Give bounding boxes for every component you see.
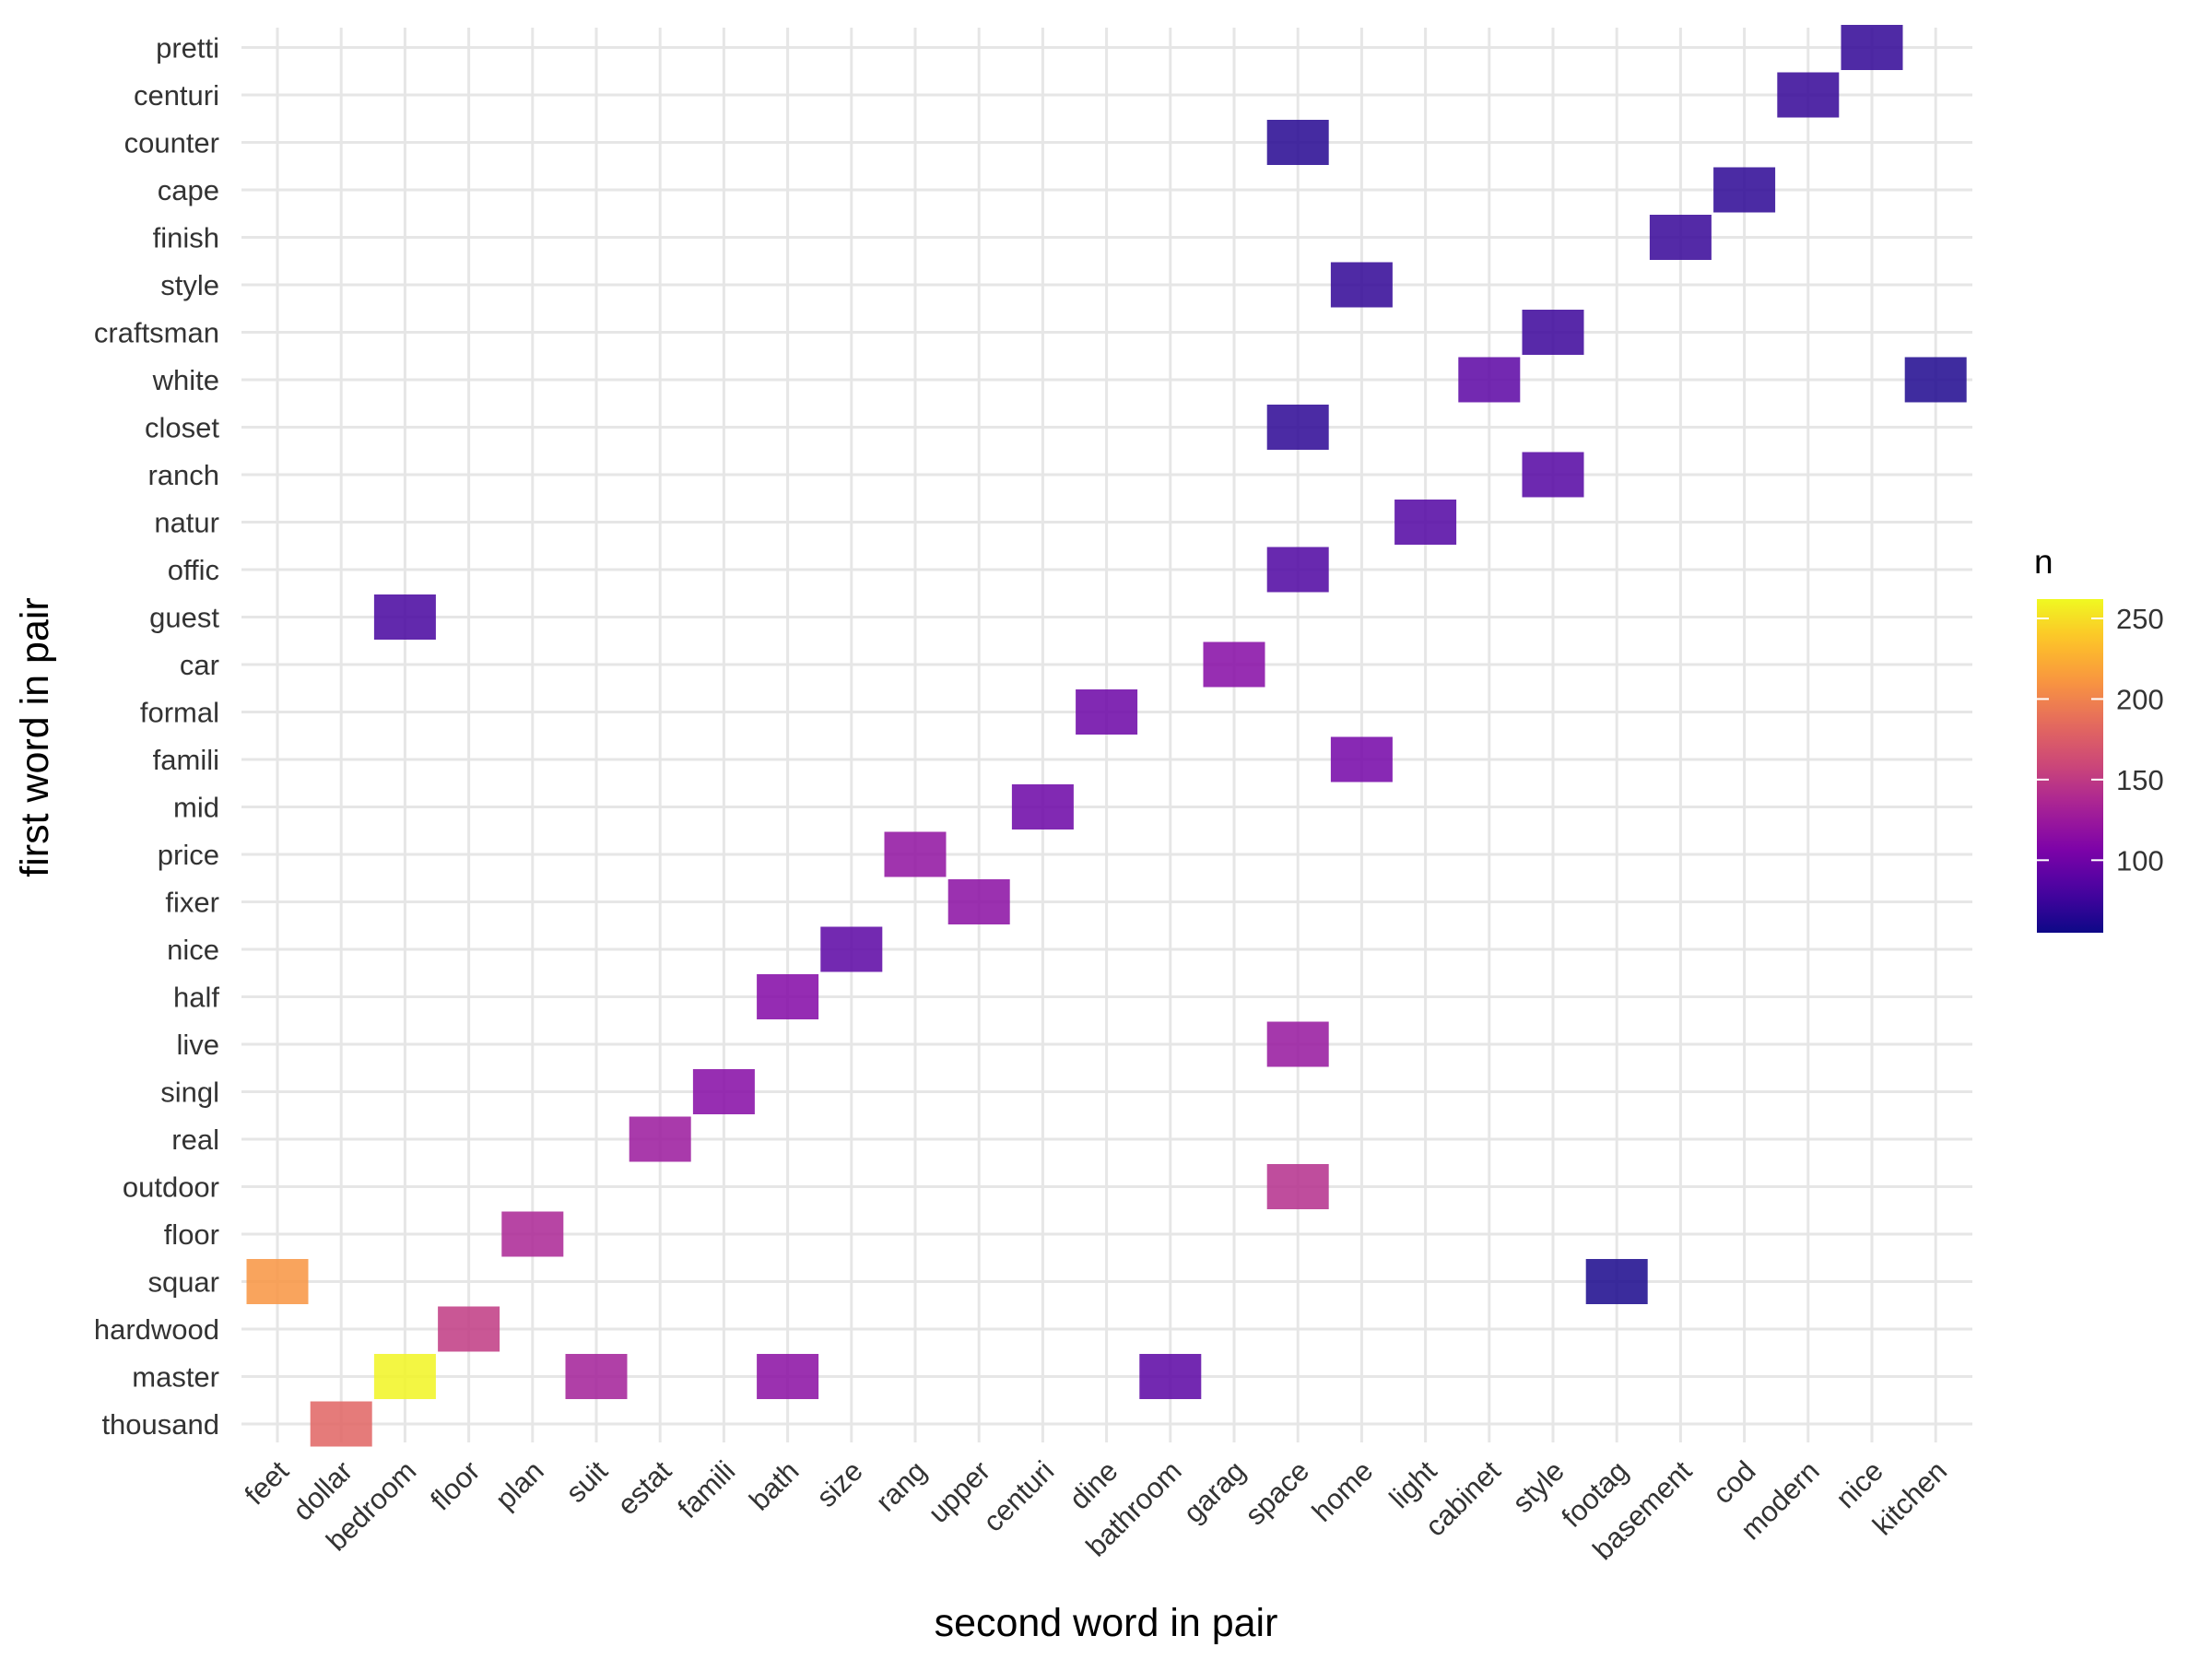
y-tick-label: car: [180, 649, 219, 681]
y-tick-label: white: [152, 364, 219, 396]
heatmap-tile: [757, 1354, 819, 1399]
y-tick-label: real: [171, 1124, 219, 1156]
color-legend: n 100 150 200 250: [2034, 543, 2164, 933]
heatmap-tile: [1266, 1164, 1329, 1209]
x-tick-label: centuri: [977, 1454, 1061, 1538]
y-tick-label: nice: [167, 934, 219, 966]
y-tick-label: half: [173, 982, 219, 1014]
legend-tick-label: 250: [2116, 603, 2164, 635]
y-tick-label: cape: [158, 174, 219, 206]
y-tick-label: guest: [149, 602, 219, 634]
heatmap-tile: [1585, 1259, 1648, 1304]
heatmap-tiles: [246, 25, 1967, 1447]
heatmap-tile: [1649, 215, 1712, 260]
x-tick-label: size: [810, 1454, 869, 1513]
heatmap-tile: [1266, 547, 1329, 593]
heatmap-tile: [501, 1211, 564, 1257]
heatmap-tile: [1139, 1354, 1202, 1399]
x-tick-label: famili: [671, 1454, 741, 1524]
x-tick-label: garag: [1177, 1454, 1252, 1529]
y-tick-label: ranch: [147, 459, 219, 491]
x-tick-label: suit: [559, 1454, 614, 1509]
x-tick-label: cod: [1706, 1454, 1761, 1510]
heatmap-tile: [820, 926, 883, 972]
heatmap-tile: [1266, 120, 1329, 165]
y-tick-label: famili: [153, 744, 219, 776]
heatmap-tile: [1522, 452, 1584, 498]
y-tick-label: floor: [164, 1218, 219, 1251]
y-tick-label: fixer: [165, 887, 219, 919]
legend-tick-label: 100: [2116, 844, 2164, 877]
x-tick-label: floor: [424, 1454, 486, 1516]
heatmap-tile: [1076, 689, 1138, 735]
y-tick-label: style: [160, 269, 219, 301]
heatmap-tile: [1522, 310, 1584, 355]
heatmap-tile: [1011, 784, 1074, 830]
heatmap-tile: [1458, 357, 1521, 403]
heatmap-tile: [947, 879, 1010, 924]
x-tick-label: home: [1306, 1454, 1380, 1528]
y-tick-label: counter: [124, 127, 219, 159]
y-tick-label: pretti: [156, 32, 219, 65]
heatmap-tile: [884, 831, 947, 877]
heatmap-tile: [1330, 736, 1393, 782]
y-tick-label: master: [132, 1361, 219, 1394]
y-tick-label: mid: [173, 792, 219, 824]
y-tick-label: singl: [160, 1077, 219, 1109]
heatmap-tile: [692, 1069, 755, 1114]
legend-tick-label: 200: [2116, 683, 2164, 715]
y-tick-label: finish: [153, 222, 219, 254]
legend-title: n: [2034, 543, 2053, 581]
y-tick-label: offic: [168, 554, 219, 586]
heatmap-tile: [1266, 1021, 1329, 1067]
x-tick-label: estat: [611, 1454, 678, 1522]
y-tick-label: hardwood: [94, 1313, 219, 1346]
y-axis-title: first word in pair: [13, 597, 57, 877]
x-tick-label: space: [1239, 1454, 1315, 1531]
heatmap-tile: [1266, 405, 1329, 450]
heatmap-tile: [1330, 262, 1393, 308]
x-tick-label: plan: [489, 1454, 550, 1515]
heatmap-tile: [310, 1401, 372, 1447]
heatmap-tile: [1394, 500, 1457, 545]
heatmap-tile: [373, 594, 436, 640]
y-tick-label: natur: [154, 507, 219, 539]
y-tick-label: centuri: [134, 79, 219, 112]
y-tick-label: thousand: [101, 1408, 219, 1441]
x-tick-label: bath: [743, 1454, 805, 1516]
heatmap-tile: [1904, 357, 1967, 403]
heatmap-tile: [1841, 25, 1903, 70]
legend-tick-label: 150: [2116, 764, 2164, 796]
y-tick-label: closet: [145, 412, 219, 444]
grid-lines: [241, 28, 1972, 1442]
y-tick-label: outdoor: [123, 1171, 219, 1204]
heatmap-tile: [1713, 167, 1776, 213]
heatmap-tile: [438, 1306, 500, 1352]
y-tick-label: craftsman: [94, 317, 219, 349]
heatmap-tile: [565, 1354, 628, 1399]
x-axis-title: second word in pair: [935, 1601, 1278, 1645]
y-axis-tick-labels: thousand master hardwood squar floor outdoor r…: [94, 32, 220, 1441]
heatmap-tile: [1777, 72, 1840, 118]
y-tick-label: live: [176, 1029, 219, 1061]
y-tick-label: formal: [140, 697, 219, 729]
heatmap-tile: [1203, 641, 1265, 688]
heatmap-tile: [373, 1354, 436, 1399]
y-tick-label: price: [158, 839, 219, 871]
y-tick-label: squar: [147, 1266, 219, 1299]
heatmap-tile: [757, 974, 819, 1019]
legend-ticks: 100 150 200 250: [2037, 603, 2164, 877]
heatmap-tile: [629, 1116, 691, 1162]
heatmap-tile: [246, 1259, 309, 1304]
legend-colorbar: [2037, 599, 2103, 933]
